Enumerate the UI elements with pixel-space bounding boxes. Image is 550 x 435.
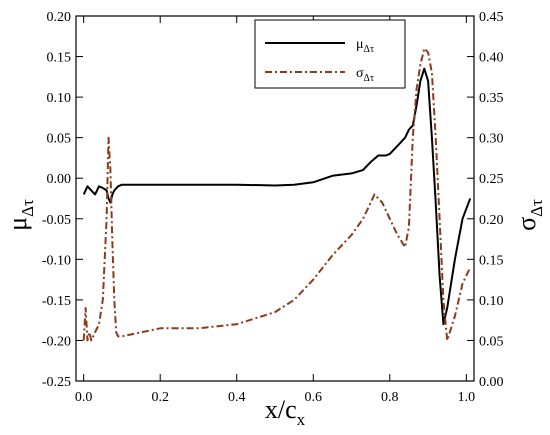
right-y-tick-label: 0.00 bbox=[479, 375, 504, 390]
left-y-axis-title: μΔτ bbox=[3, 199, 37, 231]
series-line-mu bbox=[82, 67, 472, 326]
right-y-tick-label: 0.10 bbox=[479, 294, 504, 309]
left-y-tick-label: -0.20 bbox=[42, 334, 71, 349]
right-y-tick-label: 0.45 bbox=[479, 10, 504, 25]
right-y-tick-label: 0.35 bbox=[479, 91, 504, 106]
series-line-sigma bbox=[82, 47, 472, 342]
left-y-axis-ticks: -0.25 -0.20 -0.15 -0.10 -0.05 0.00 0.05 0.10 0.1… bbox=[42, 10, 83, 390]
legend-box bbox=[254, 19, 406, 89]
left-y-tick-label: -0.25 bbox=[42, 375, 71, 390]
right-y-axis-ticks: 0.00 0.05 0.10 0.15 0.20 0.25 0.30 0.35 0.40 0.45 bbox=[467, 10, 504, 390]
left-y-tick-label: 0.00 bbox=[47, 172, 72, 187]
x-axis-ticks: 0.0 0.2 0.4 0.6 0.8 1.0 bbox=[75, 16, 475, 405]
right-y-tick-label: 0.15 bbox=[479, 253, 504, 268]
right-y-tick-label: 0.05 bbox=[479, 334, 504, 349]
plot-border bbox=[75, 15, 475, 382]
left-y-tick-label: 0.20 bbox=[47, 10, 72, 25]
right-y-tick-label: 0.30 bbox=[479, 132, 504, 147]
legend-label-sigma: σΔτ bbox=[356, 66, 374, 84]
x-tick-label: 0.8 bbox=[381, 390, 399, 405]
left-y-tick-label: -0.05 bbox=[42, 213, 71, 228]
left-y-tick-label: 0.10 bbox=[47, 91, 72, 106]
series-layer bbox=[82, 47, 472, 342]
left-y-tick-label: -0.10 bbox=[42, 253, 71, 268]
x-axis-title: x/cx bbox=[265, 395, 306, 429]
x-tick-label: 0.6 bbox=[305, 390, 323, 405]
right-y-tick-label: 0.25 bbox=[479, 172, 504, 187]
plot-frame bbox=[75, 15, 475, 382]
legend-label-mu: μΔτ bbox=[356, 37, 374, 55]
left-y-tick-label: 0.05 bbox=[47, 132, 72, 147]
x-tick-label: 0.0 bbox=[75, 390, 93, 405]
x-tick-label: 1.0 bbox=[458, 390, 476, 405]
x-tick-label: 0.2 bbox=[151, 390, 169, 405]
right-y-tick-label: 0.40 bbox=[479, 51, 504, 66]
x-tick-label: 0.4 bbox=[228, 390, 246, 405]
legend: μΔτ σΔτ bbox=[254, 19, 406, 89]
left-y-tick-label: -0.15 bbox=[42, 294, 71, 309]
right-y-axis-title: σΔτ bbox=[512, 199, 546, 231]
right-y-tick-label: 0.20 bbox=[479, 213, 504, 228]
left-y-tick-label: 0.15 bbox=[47, 51, 72, 66]
